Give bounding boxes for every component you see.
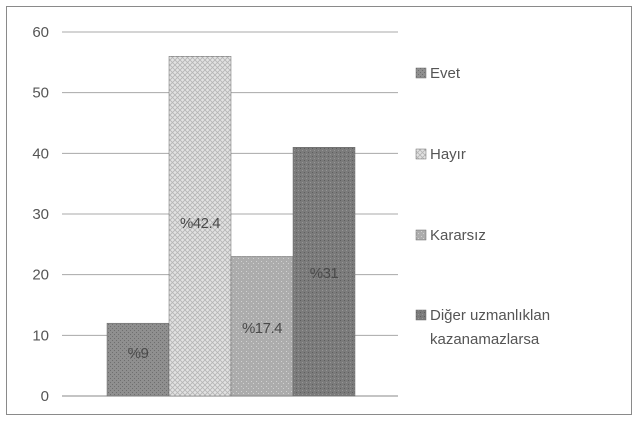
legend-swatch [415,309,427,321]
legend-swatch [415,229,427,241]
legend-label: Diğer uzmanlıklan [430,307,550,324]
legend-label: Hayır [430,146,466,163]
y-tick-label: 40 [32,145,49,162]
bar-3 [230,256,294,397]
y-tick-label: 0 [41,388,49,405]
legend: Evet Hayır Kararsız Diğer uzmanlıklan kazana… [415,65,550,348]
data-label: %31 [310,265,339,282]
y-tick-label: 50 [32,85,49,102]
y-tick-label: 20 [32,267,49,284]
y-tick-label: 30 [32,206,49,223]
y-tick-label: 10 [32,327,49,344]
y-tick-label: 60 [32,24,49,41]
data-label: %42.4 [180,215,220,232]
bar-2 [168,56,232,397]
legend-label: kazanamazlarsa [430,331,540,348]
data-label: %9 [128,345,149,362]
legend-swatch [415,148,427,160]
legend-label: Evet [430,65,461,82]
bars [106,56,356,397]
legend-label: Kararsız [430,227,486,244]
legend-swatch [415,67,427,79]
data-label: %17.4 [242,320,282,337]
bar-labels: %9 %42.4 %17.4 %31 [128,215,339,362]
bar-4 [292,147,356,397]
y-axis: 0 10 20 30 40 50 60 [32,24,49,405]
bar-1 [106,322,170,397]
